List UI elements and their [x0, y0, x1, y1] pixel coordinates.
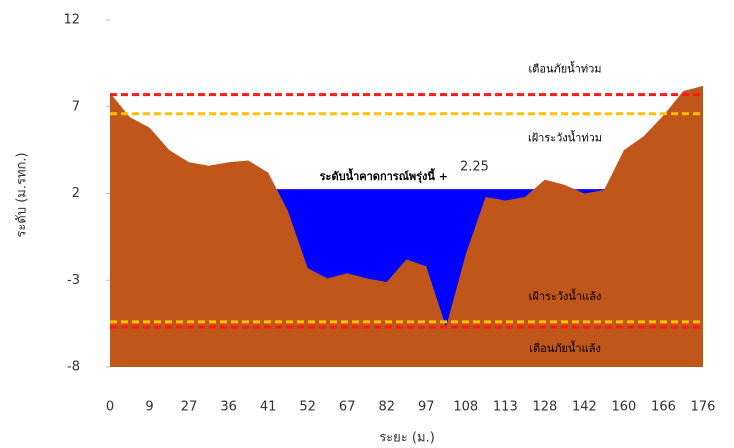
x-tick-label: 67	[339, 400, 356, 415]
y-tick-label: 12	[63, 13, 80, 28]
threshold-label: เฝ้าระวังน้ำแล้ง	[529, 288, 602, 303]
threshold-label: เตือนภัยน้ำท่วม	[528, 61, 601, 76]
x-tick-label: 166	[651, 400, 676, 415]
x-tick-label: 160	[612, 400, 637, 415]
water-value: 2.25	[460, 160, 489, 175]
threshold-label: เฝ้าระวังน้ำท่วม	[528, 130, 602, 145]
x-tick-label: 0	[106, 400, 114, 415]
threshold-label: เตือนภัยน้ำแล้ง	[529, 340, 601, 355]
y-tick-label: -3	[67, 273, 80, 288]
x-tick-label: 36	[220, 400, 237, 415]
x-tick-label: 27	[181, 400, 198, 415]
x-tick-label: 97	[418, 400, 435, 415]
x-tick-label: 142	[572, 400, 597, 415]
x-tick-label: 113	[493, 400, 518, 415]
x-tick-label: 82	[378, 400, 395, 415]
x-tick-label: 176	[691, 400, 716, 415]
y-tick-label: -8	[67, 360, 80, 375]
ground-area	[110, 85, 703, 368]
x-axis-title: ระยะ (ม.)	[379, 431, 435, 446]
x-tick-label: 128	[532, 400, 557, 415]
x-tick-label: 108	[453, 400, 478, 415]
x-tick-label: 41	[260, 400, 277, 415]
y-axis-title: ระดับ (ม.รทก.)	[15, 152, 30, 237]
water-label: ระดับน้ำคาดการณ์พรุ่งนี้ +	[320, 168, 448, 184]
x-tick-label: 52	[299, 400, 316, 415]
y-tick-label: 2	[72, 186, 80, 201]
x-tick-label: 9	[145, 400, 153, 415]
y-tick-label: 7	[72, 99, 80, 114]
